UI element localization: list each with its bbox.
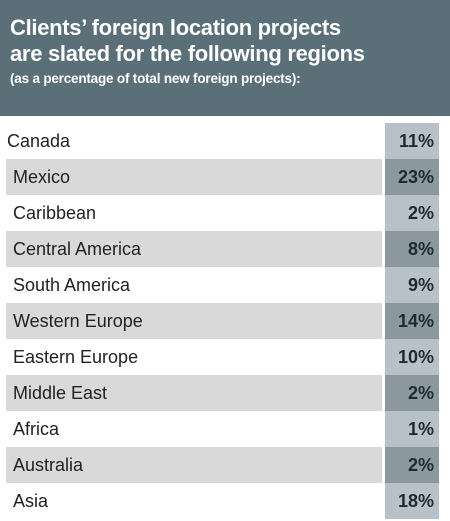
region-label: Africa (13, 419, 60, 439)
region-label: Caribbean (13, 203, 97, 223)
region-label: Asia (13, 491, 49, 511)
region-value: 23% (385, 159, 439, 195)
region-value: 9% (385, 267, 439, 303)
region-label: Eastern Europe (13, 347, 139, 367)
table-row: Australia 2% (0, 447, 450, 483)
table-row: Mexico 23% (0, 159, 450, 195)
region-value: 11% (385, 123, 439, 159)
chart-title-line-1: Clients’ foreign location projects (10, 15, 341, 40)
region-label: Australia (6, 447, 382, 483)
region-value: 10% (385, 339, 439, 375)
table-row: Western Europe 14% (0, 303, 450, 339)
region-value: 1% (385, 411, 439, 447)
region-value: 8% (385, 231, 439, 267)
region-label: Middle East (6, 375, 382, 411)
region-label: Central America (6, 231, 382, 267)
chart-header: Clients’ foreign location projects are s… (0, 0, 450, 116)
table-row: Caribbean 2% (0, 195, 450, 231)
chart-title-line-2: are slated for the following regions (10, 41, 365, 66)
region-table: Canada 11% Mexico 23% Caribbean 2% Central Ame… (0, 123, 450, 519)
table-row: Asia 18% (0, 483, 450, 519)
table-row: Central America 8% (0, 231, 450, 267)
region-value: 2% (385, 195, 439, 231)
table-row: Africa 1% (0, 411, 450, 447)
region-value: 14% (385, 303, 439, 339)
table-row: South America 9% (0, 267, 450, 303)
region-label: Canada (7, 131, 71, 151)
chart-subtitle: (as a percentage of total new foreign pr… (10, 71, 301, 86)
region-value: 2% (385, 447, 439, 483)
region-label: Western Europe (6, 303, 382, 339)
region-value: 18% (385, 483, 439, 519)
region-value: 2% (385, 375, 439, 411)
table-row: Canada 11% (0, 123, 450, 159)
region-label: Mexico (6, 159, 382, 195)
region-label: South America (13, 275, 131, 295)
table-row: Middle East 2% (0, 375, 450, 411)
table-row: Eastern Europe 10% (0, 339, 450, 375)
